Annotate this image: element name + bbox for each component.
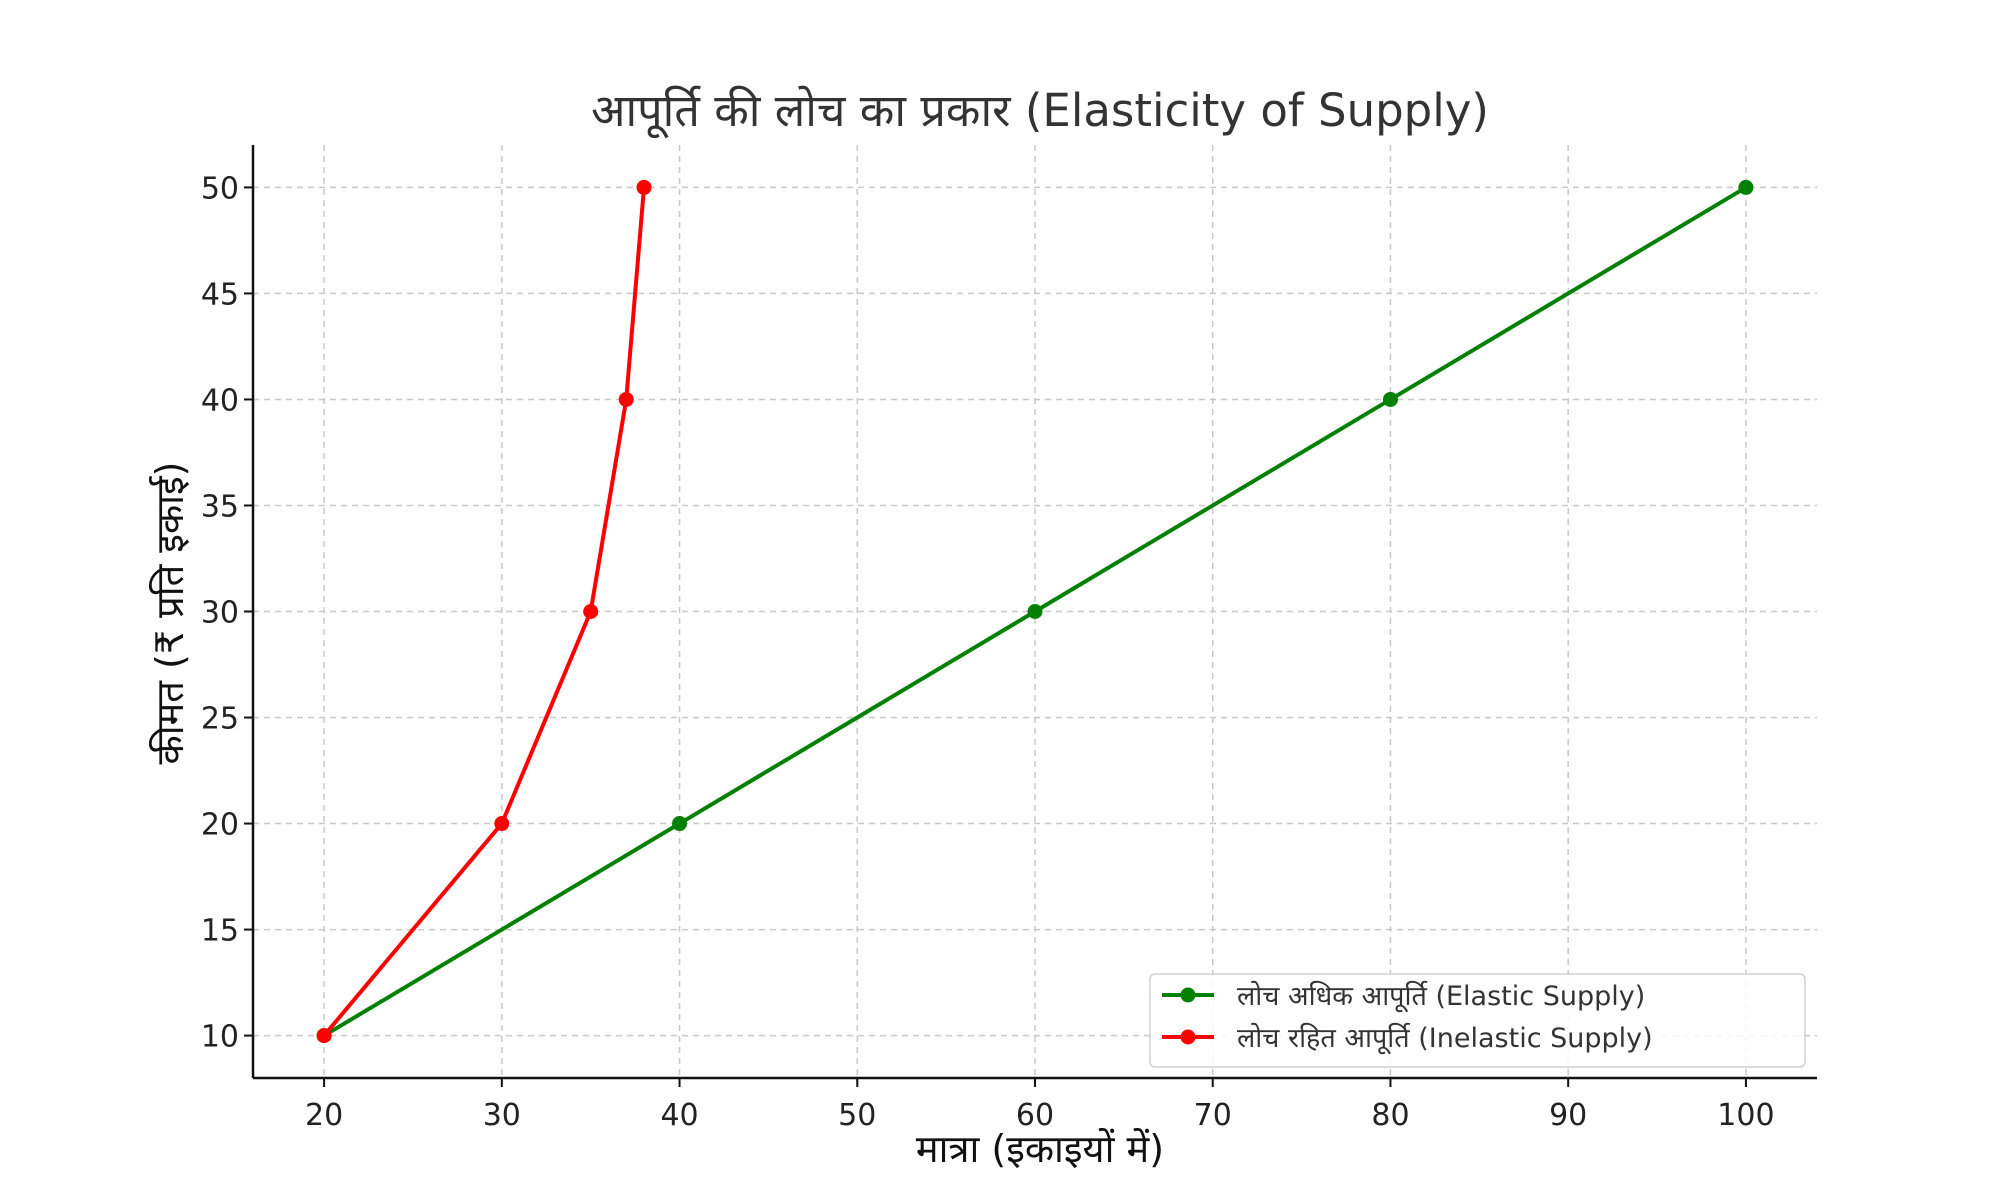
grid xyxy=(253,145,1817,1078)
x-tick-label: 70 xyxy=(1194,1098,1232,1133)
x-axis-label: मात्रा (इकाइयों में) xyxy=(916,1127,1164,1171)
inelastic-supply-legend-marker xyxy=(1180,1029,1196,1045)
inelastic-supply-series xyxy=(316,179,652,1044)
y-tick-label: 15 xyxy=(201,914,239,949)
x-tick-label: 100 xyxy=(1717,1098,1774,1133)
elastic-supply-legend-marker xyxy=(1180,987,1196,1003)
y-tick-label: 45 xyxy=(201,277,239,312)
y-tick-label: 30 xyxy=(201,596,239,631)
y-tick-label: 25 xyxy=(201,702,239,737)
inelastic-supply-point xyxy=(636,179,652,195)
y-tick-label: 20 xyxy=(201,808,239,843)
inelastic-supply-legend-label: लोच रहित आपूर्ति (Inelastic Supply) xyxy=(1237,1022,1653,1055)
x-tick-label: 30 xyxy=(483,1098,521,1133)
inelastic-supply-point xyxy=(583,604,599,619)
elastic-supply-point xyxy=(672,816,688,832)
x-tick-label: 20 xyxy=(305,1098,343,1133)
y-tick-label: 40 xyxy=(201,383,239,418)
legend: लोच अधिक आपूर्ति (Elastic Supply) लोच रहि… xyxy=(1149,973,1806,1068)
elastic-supply-point xyxy=(1027,604,1043,619)
x-tick-label: 40 xyxy=(660,1098,698,1133)
y-tick-label: 10 xyxy=(201,1020,239,1055)
y-tick-label: 50 xyxy=(201,171,239,206)
elastic-supply-point xyxy=(1738,179,1754,195)
x-tick-label: 80 xyxy=(1371,1098,1409,1133)
y-axis-label: कीमत (₹ प्रति इकाई) xyxy=(148,462,192,765)
elastic-supply-point xyxy=(1382,391,1398,407)
x-tick-label: 50 xyxy=(838,1098,876,1133)
x-tick-label: 60 xyxy=(1016,1098,1054,1133)
axes: 20 30 40 50 60 70 80 90 100 10 15 20 25 30 35 40 45 50 xyxy=(201,145,1817,1133)
x-tick-label: 90 xyxy=(1549,1098,1587,1133)
inelastic-supply-point xyxy=(494,816,510,832)
chart-title: आपूर्ति की लोच का प्रकार (Elasticity of … xyxy=(591,84,1489,139)
elastic-supply-legend-label: लोच अधिक आपूर्ति (Elastic Supply) xyxy=(1237,980,1645,1013)
plot-series xyxy=(316,179,1754,1044)
y-tick-label: 35 xyxy=(201,489,239,524)
legend-box xyxy=(1149,973,1806,1068)
inelastic-supply-point xyxy=(618,391,634,407)
inelastic-supply-point xyxy=(316,1028,332,1044)
